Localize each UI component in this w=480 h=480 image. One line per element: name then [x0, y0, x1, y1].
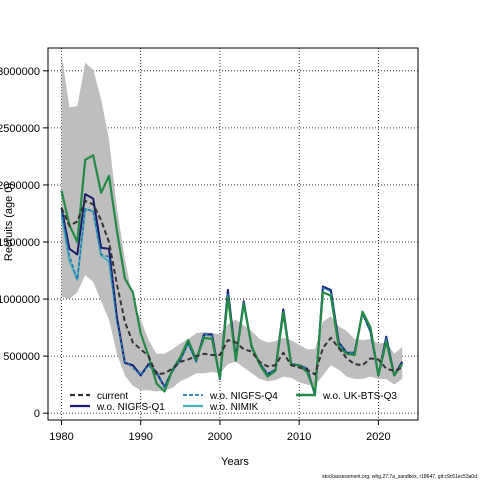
x-tick-label-1980: 1980: [49, 431, 73, 443]
x-axis: 1980 1990 2000 2010 2020: [49, 420, 391, 443]
y-tick-label-500000: 500000: [3, 351, 40, 363]
legend-label-w-o-nigfs-q4: w.o. NIGFS-Q4: [209, 391, 278, 402]
footer-credit: stockassessment.org, whg.27.7a_sandbox, …: [322, 474, 477, 480]
confidence-band: [61, 53, 403, 392]
y-axis: 0 500000 1000000 1500000 2000000 2500000 30000…: [0, 66, 48, 420]
x-tick-label-2000: 2000: [208, 431, 232, 443]
y-tick-label-2500000: 2500000: [0, 123, 40, 135]
y-axis-title: Recruits (age 0): [3, 183, 15, 261]
y-tick-label-3000000: 3000000: [0, 66, 40, 78]
legend-label-w-o-uk-bts-q3: w.o. UK-BTS-Q3: [322, 391, 397, 402]
x-tick-label-2010: 2010: [287, 431, 311, 443]
y-tick-label-0: 0: [34, 408, 40, 420]
series-line-current: [60, 199, 403, 376]
legend-label-w-o-nigfs-q1: w.o. NIGFS-Q1: [96, 402, 165, 413]
y-tick-label-1500000: 1500000: [0, 237, 40, 249]
series-layer: [60, 154, 404, 396]
confidence-band-layer: [61, 53, 403, 392]
legend-label-w-o-nimik: w.o. NIMIK: [209, 402, 259, 413]
y-tick-label-1000000: 1000000: [0, 294, 40, 306]
x-axis-title: Years: [221, 456, 249, 468]
plot-frame: [47, 47, 419, 421]
legend-label-current: current: [97, 391, 128, 402]
y-tick-label-2000000: 2000000: [0, 180, 40, 192]
series-line-w-o-uk-bts-q3: [60, 154, 404, 394]
x-tick-label-1990: 1990: [128, 431, 152, 443]
x-tick-label-2020: 2020: [366, 431, 390, 443]
